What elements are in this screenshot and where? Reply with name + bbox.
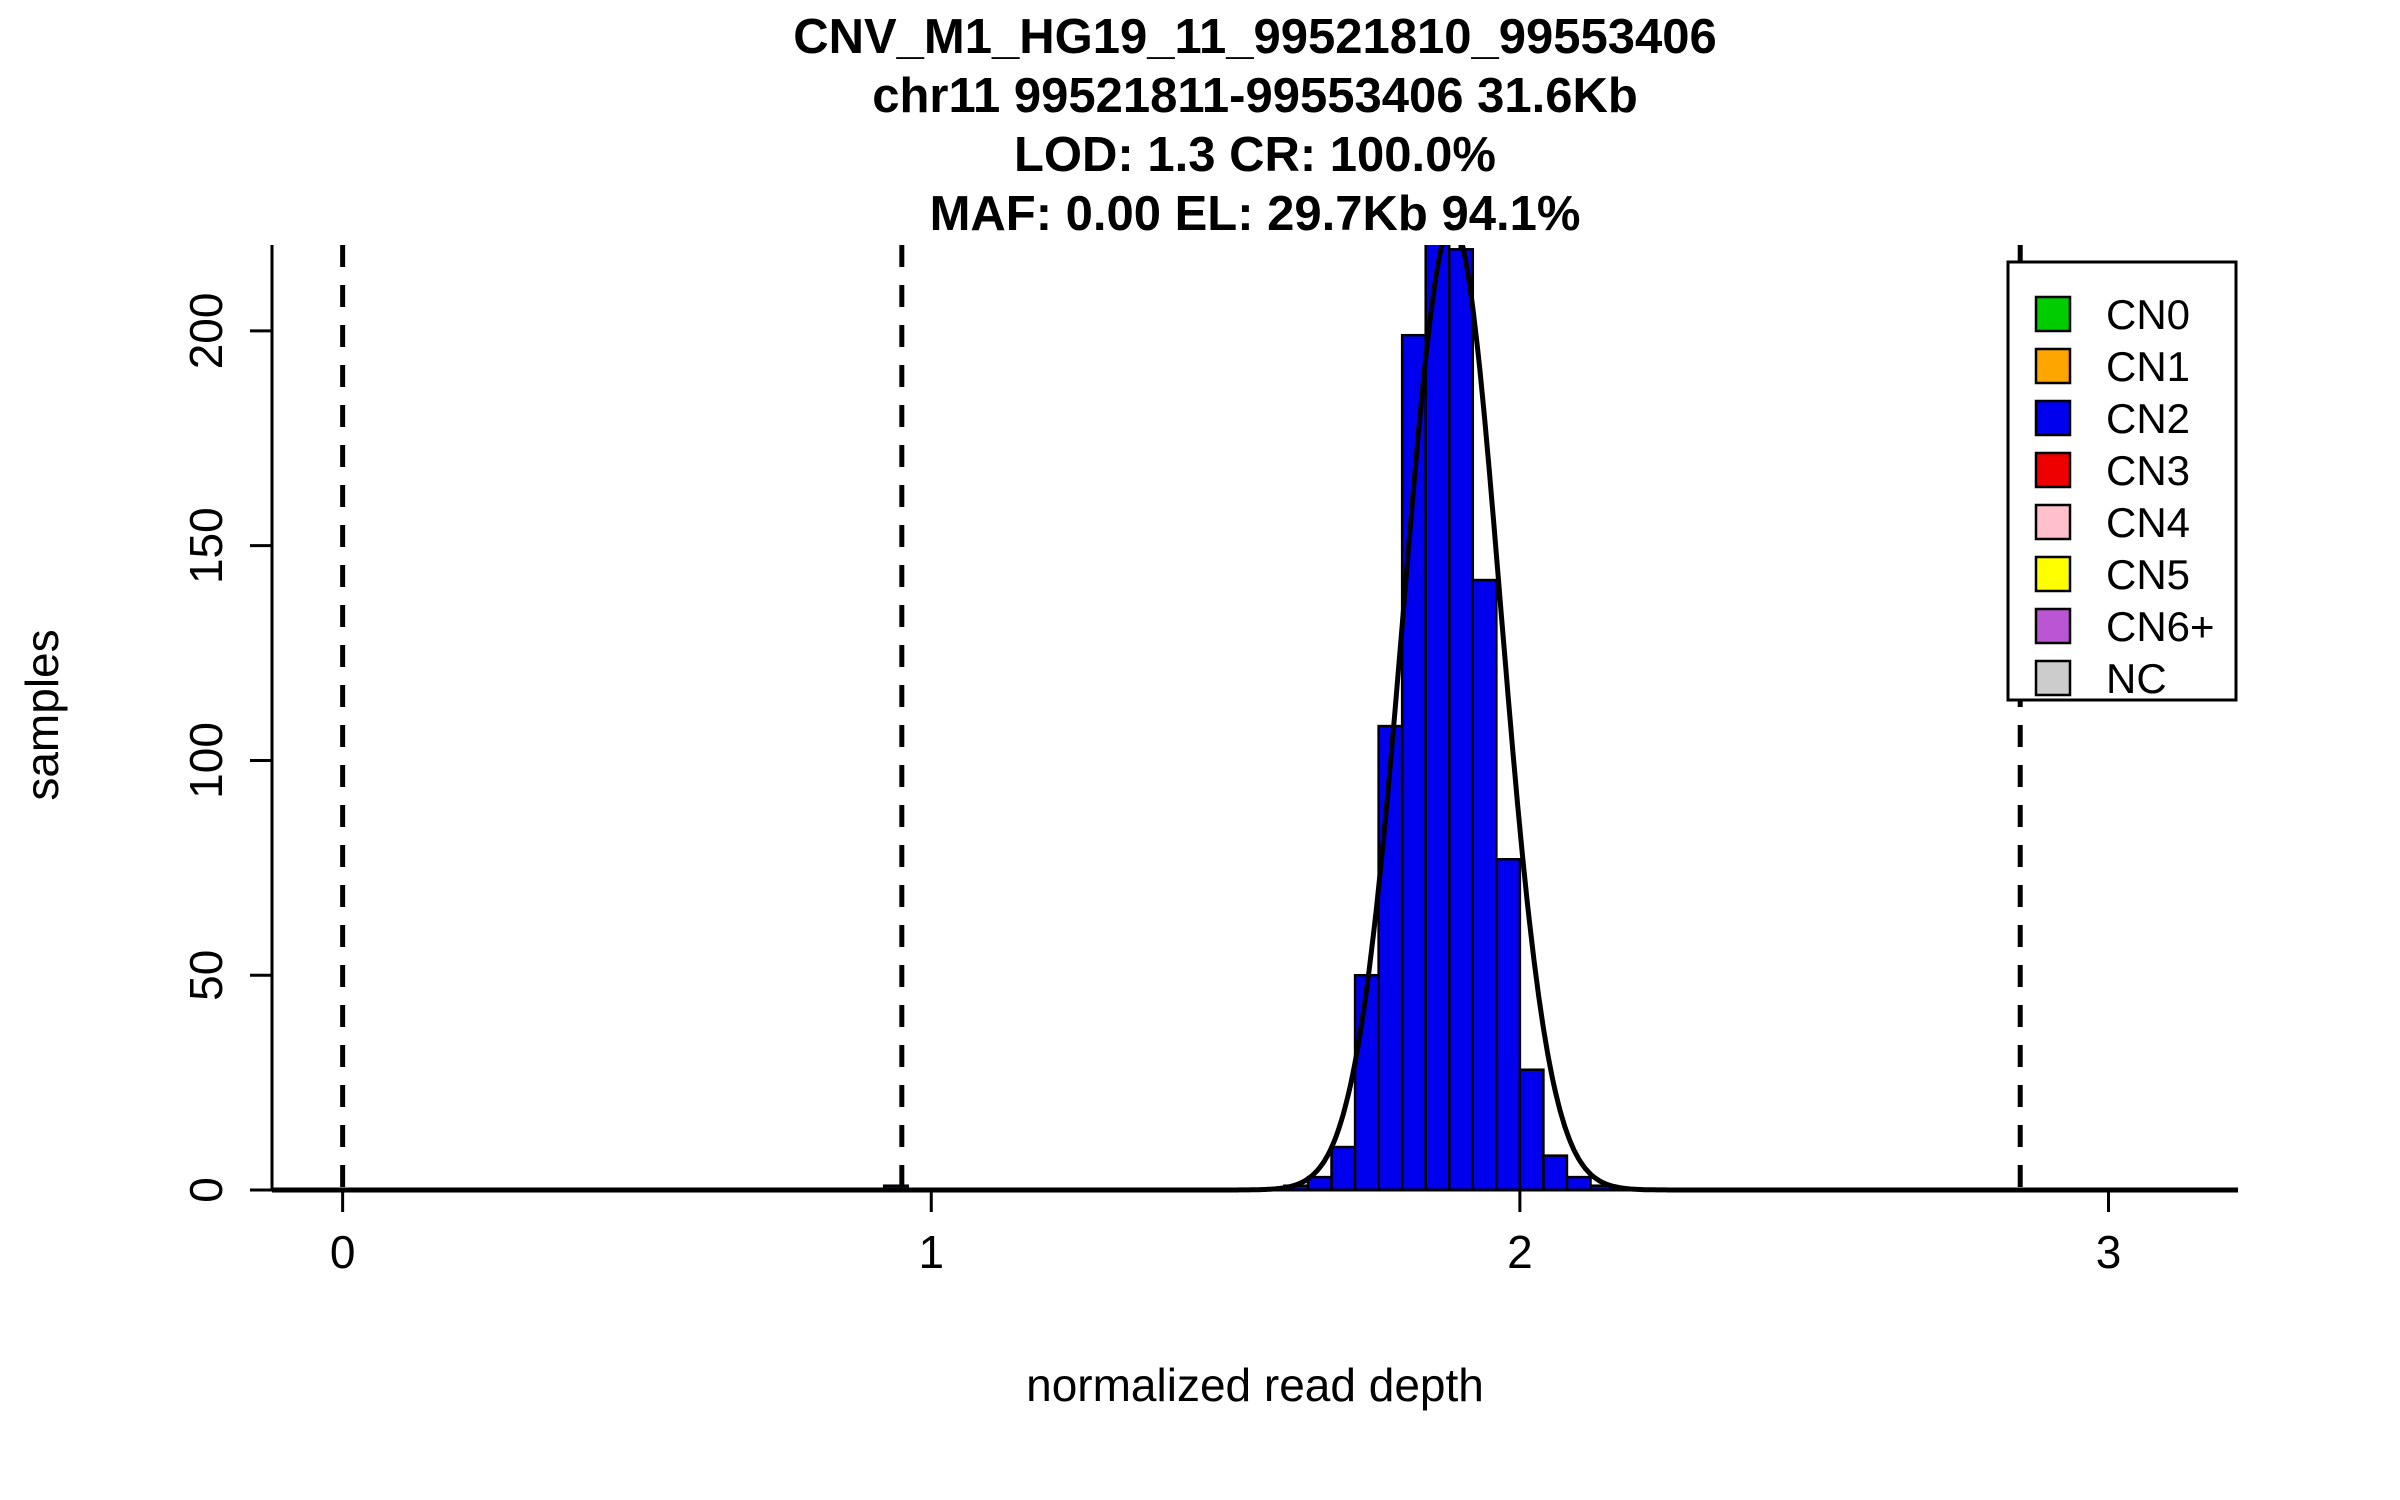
legend-swatch-cn2 xyxy=(2034,399,2072,437)
legend-swatch-nc xyxy=(2034,659,2072,697)
histogram-bar xyxy=(1377,724,1404,1192)
y-tick-label: 0 xyxy=(180,1177,232,1203)
histogram-bar xyxy=(1353,973,1380,1192)
legend-label: NC xyxy=(2106,655,2167,702)
histogram-bar xyxy=(1565,1175,1592,1192)
y-tick-label: 150 xyxy=(180,507,232,584)
x-tick-label: 3 xyxy=(2096,1226,2122,1278)
legend-swatch-cn0 xyxy=(2034,295,2072,333)
chart-title-line-3: LOD: 1.3 CR: 100.0% xyxy=(1014,128,1496,182)
histogram-bar xyxy=(1424,245,1451,1192)
legend-swatch-cn6+ xyxy=(2034,607,2072,645)
histogram-bar xyxy=(1471,578,1498,1192)
histogram-bar xyxy=(1542,1154,1569,1192)
legend-label: CN2 xyxy=(2106,395,2190,442)
legend-label: CN4 xyxy=(2106,499,2190,546)
legend-label: CN3 xyxy=(2106,447,2190,494)
plot-content xyxy=(271,245,2239,1193)
legend-label: CN1 xyxy=(2106,343,2190,390)
y-tick-label: 100 xyxy=(180,722,232,799)
legend-label: CN5 xyxy=(2106,551,2190,598)
x-tick-label: 0 xyxy=(330,1226,356,1278)
chart-title-block: CNV_M1_HG19_11_99521810_99553406 chr11 9… xyxy=(235,8,2275,244)
histogram-bar xyxy=(1518,1068,1545,1192)
x-tick-label: 1 xyxy=(918,1226,944,1278)
histogram-bar xyxy=(1447,248,1475,1192)
y-axis-title: samples xyxy=(16,629,68,801)
chart-title-line-1: CNV_M1_HG19_11_99521810_99553406 xyxy=(793,10,1717,64)
y-tick-label: 50 xyxy=(180,950,232,1001)
histogram-bar xyxy=(1330,1145,1357,1192)
x-tick-label: 2 xyxy=(1507,1226,1533,1278)
legend-swatch-cn5 xyxy=(2034,555,2072,593)
chart-title-line-2: chr11 99521811-99553406 31.6Kb xyxy=(872,69,1638,123)
x-axis-title: normalized read depth xyxy=(1026,1359,1484,1411)
legend-swatch-cn4 xyxy=(2034,503,2072,541)
chart-title-line-4: MAF: 0.00 EL: 29.7Kb 94.1% xyxy=(929,187,1581,241)
legend-swatch-cn3 xyxy=(2034,451,2072,489)
fit-curve xyxy=(271,245,2239,1193)
y-tick-label: 200 xyxy=(180,293,232,370)
histogram-bar xyxy=(1495,858,1522,1192)
legend-label: CN0 xyxy=(2106,291,2190,338)
legend-label: CN6+ xyxy=(2106,603,2215,650)
legend-swatch-cn1 xyxy=(2034,347,2072,385)
